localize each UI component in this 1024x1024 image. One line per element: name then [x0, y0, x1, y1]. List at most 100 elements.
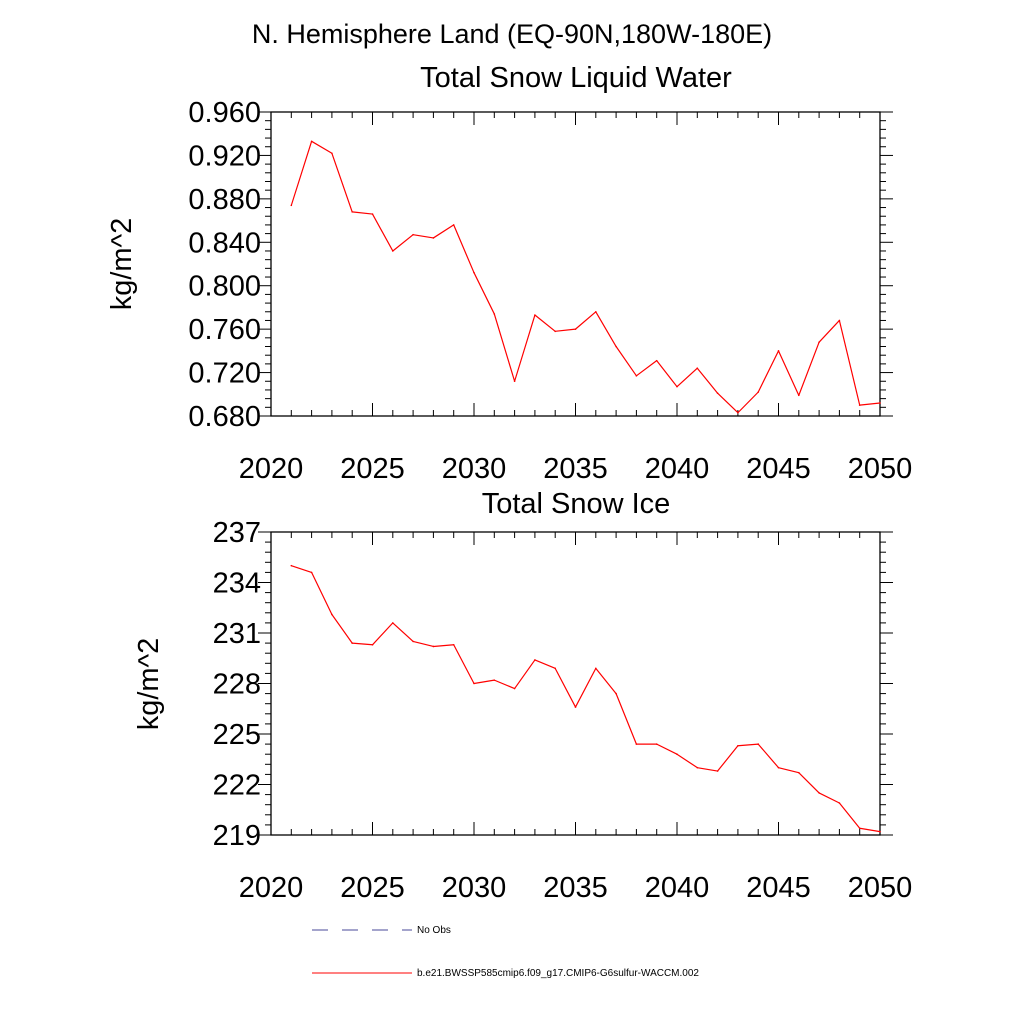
legend-label-no-obs: No Obs: [417, 925, 451, 936]
data-point: [290, 204, 293, 207]
x-tick-label: 2050: [848, 453, 913, 485]
data-point: [574, 328, 577, 330]
x-tick-label: 2045: [746, 872, 811, 904]
y-tick-label: 222: [213, 770, 261, 802]
x-tick-label: 2025: [340, 872, 405, 904]
data-point: [412, 233, 414, 236]
data-point: [351, 211, 354, 213]
data-point: [595, 667, 597, 670]
series-line: [290, 140, 881, 414]
data-point: [310, 140, 313, 143]
data-point: [331, 613, 333, 616]
data-point: [757, 391, 759, 393]
data-point: [615, 345, 617, 348]
y-tick-label: 219: [213, 820, 261, 852]
data-point: [696, 766, 699, 769]
data-point: [696, 367, 699, 370]
data-point: [676, 753, 678, 755]
data-point: [777, 766, 780, 769]
data-point: [351, 642, 354, 644]
data-point: [513, 380, 516, 383]
data-point: [818, 341, 820, 343]
chart-title: Total Snow Liquid Water: [420, 62, 732, 94]
data-point: [513, 687, 516, 690]
data-point: [838, 802, 841, 804]
data-point: [392, 622, 394, 624]
data-point: [879, 830, 881, 833]
x-tick-label: 2030: [442, 872, 507, 904]
chart-panel-snow-liquid-water: Total Snow Liquid Water kg/m^2 2020 2025 2…: [106, 62, 912, 485]
data-point: [716, 770, 719, 772]
legend: No Obs b.e21.BWSSP585cmip6.f09_g17.CMIP6…: [312, 925, 699, 979]
y-tick-label: 0.800: [188, 271, 261, 303]
series-line: [291, 565, 881, 833]
data-point: [554, 330, 556, 333]
data-point: [655, 359, 658, 362]
x-tick-label: 2020: [239, 453, 304, 485]
y-tick-label: 234: [213, 568, 261, 600]
chart-panel-snow-ice: Total Snow Ice kg/m^2 2020 2025 2030 2035 20…: [133, 488, 912, 904]
data-point: [858, 404, 861, 406]
data-point: [493, 313, 496, 315]
data-point: [452, 224, 455, 226]
y-axis-label: kg/m^2: [133, 638, 165, 731]
y-tick-label: 0.680: [188, 401, 261, 433]
y-tick-label: 0.920: [188, 140, 261, 172]
data-point: [534, 314, 536, 316]
data-point: [290, 564, 293, 567]
x-tick-label: 2040: [645, 453, 710, 485]
data-point: [798, 771, 800, 774]
data-point: [635, 743, 638, 745]
data-point: [371, 213, 374, 215]
y-tick-label: 0.880: [188, 184, 261, 216]
y-tick-label: 228: [213, 669, 261, 701]
figure-title: N. Hemisphere Land (EQ-90N,180W-180E): [252, 19, 772, 49]
data-point: [392, 250, 394, 252]
x-tick-label: 2040: [645, 872, 710, 904]
data-point: [473, 271, 475, 274]
x-tick-label: 2025: [340, 453, 405, 485]
x-tick-label: 2035: [543, 872, 608, 904]
data-point: [655, 743, 658, 745]
legend-label-model-run: b.e21.BWSSP585cmip6.f09_g17.CMIP6-G6sulf…: [417, 968, 699, 979]
data-point: [757, 743, 759, 745]
chart-title: Total Snow Ice: [482, 488, 671, 520]
data-point: [574, 706, 577, 708]
x-tick-label: 2020: [239, 872, 304, 904]
y-tick-label: 0.760: [188, 314, 261, 346]
data-point: [493, 679, 496, 681]
data-point: [716, 392, 719, 395]
data-point: [777, 350, 780, 352]
data-point: [310, 571, 313, 574]
data-point: [737, 411, 739, 414]
data-point: [432, 645, 435, 648]
data-point: [452, 643, 455, 646]
data-point: [331, 152, 333, 155]
y-tick-label: 0.960: [188, 97, 261, 129]
x-tick-label: 2045: [746, 453, 811, 485]
data-point: [534, 659, 536, 661]
x-tick-label: 2050: [848, 872, 913, 904]
data-point: [798, 394, 800, 397]
data-point: [554, 667, 556, 670]
data-point: [858, 827, 861, 830]
data-point: [838, 319, 841, 322]
data-point: [473, 682, 475, 685]
y-tick-label: 225: [213, 719, 261, 751]
y-axis-label: kg/m^2: [106, 218, 138, 311]
data-point: [412, 640, 414, 643]
data-point: [676, 385, 678, 388]
data-point: [615, 692, 617, 695]
y-tick-label: 0.720: [188, 358, 261, 390]
y-tick-label: 0.840: [188, 227, 261, 259]
data-point: [818, 792, 820, 794]
y-tick-label: 231: [213, 618, 261, 650]
x-tick-label: 2030: [442, 453, 507, 485]
plot-frame: [270, 111, 881, 417]
data-point: [879, 402, 881, 404]
y-tick-label: 237: [213, 517, 261, 549]
x-tick-label: 2035: [543, 453, 608, 485]
data-point: [635, 375, 638, 377]
data-point: [432, 237, 435, 239]
